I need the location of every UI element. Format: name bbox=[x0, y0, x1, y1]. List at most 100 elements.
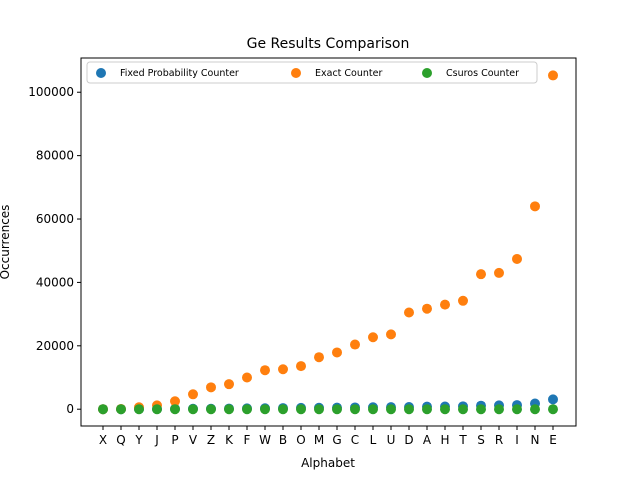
x-tick-label: A bbox=[423, 433, 432, 447]
x-tick-label: P bbox=[171, 433, 178, 447]
y-tick-label: 80000 bbox=[36, 149, 74, 163]
data-point bbox=[404, 307, 414, 318]
x-tick-label: G bbox=[332, 433, 341, 447]
legend-item: Fixed Probability Counter bbox=[96, 68, 239, 79]
data-point bbox=[350, 339, 360, 350]
chart-title: Ge Results Comparison bbox=[247, 36, 410, 52]
data-point bbox=[332, 347, 342, 358]
data-point bbox=[278, 364, 288, 375]
y-tick-label: 20000 bbox=[36, 339, 74, 353]
data-point bbox=[314, 352, 324, 363]
series-2 bbox=[98, 404, 558, 415]
y-tick-label: 40000 bbox=[36, 275, 74, 289]
legend-box bbox=[86, 61, 538, 84]
plot-frame bbox=[80, 57, 577, 427]
data-point bbox=[134, 404, 144, 415]
data-point bbox=[296, 404, 306, 415]
x-tick-label: J bbox=[154, 433, 159, 447]
x-tick-label: D bbox=[404, 433, 413, 447]
legend-label: Fixed Probability Counter bbox=[120, 68, 239, 79]
x-tick-label: S bbox=[477, 433, 485, 447]
x-tick-label: N bbox=[531, 433, 540, 447]
data-point bbox=[152, 404, 162, 415]
data-point bbox=[422, 404, 432, 415]
data-point bbox=[386, 329, 396, 340]
data-point bbox=[368, 404, 378, 415]
data-point bbox=[548, 394, 558, 405]
x-tick-label: U bbox=[387, 433, 396, 447]
y-tick-label: 100000 bbox=[28, 85, 74, 99]
x-tick-label: W bbox=[259, 433, 271, 447]
legend-label: Csuros Counter bbox=[446, 68, 519, 79]
x-tick-label: C bbox=[351, 433, 359, 447]
x-tick-label: E bbox=[549, 433, 557, 447]
data-point bbox=[206, 404, 216, 415]
legend-item: Csuros Counter bbox=[422, 68, 519, 79]
x-tick-label: K bbox=[225, 433, 234, 447]
y-tick-label: 0 bbox=[66, 402, 74, 416]
data-point bbox=[548, 404, 558, 415]
data-point bbox=[170, 404, 180, 415]
data-point bbox=[260, 404, 270, 415]
data-point bbox=[314, 404, 324, 415]
data-point bbox=[224, 404, 234, 415]
data-point bbox=[548, 70, 558, 81]
x-tick-label: X bbox=[99, 433, 107, 447]
x-axis-label: Alphabet bbox=[301, 456, 355, 470]
data-point bbox=[530, 404, 540, 415]
data-point bbox=[494, 267, 504, 278]
data-point bbox=[512, 253, 522, 264]
x-tick-label: B bbox=[279, 433, 287, 447]
data-point bbox=[206, 382, 216, 393]
legend-marker bbox=[422, 68, 432, 78]
data-point bbox=[476, 404, 486, 415]
data-marks bbox=[98, 70, 558, 415]
legend-label: Exact Counter bbox=[315, 68, 382, 79]
data-point bbox=[476, 269, 486, 280]
data-point bbox=[98, 404, 108, 415]
x-tick-label: R bbox=[495, 433, 503, 447]
x-tick-label: Z bbox=[207, 433, 215, 447]
x-tick-label: Q bbox=[116, 433, 125, 447]
data-point bbox=[458, 295, 468, 306]
data-point bbox=[188, 389, 198, 400]
data-point bbox=[260, 365, 270, 376]
data-point bbox=[170, 396, 180, 407]
data-point bbox=[116, 404, 126, 415]
data-point bbox=[422, 303, 432, 314]
x-tick-label: Y bbox=[134, 433, 143, 447]
data-point bbox=[530, 201, 540, 212]
x-tick-label: H bbox=[440, 433, 449, 447]
data-point bbox=[188, 404, 198, 415]
x-tick-label: M bbox=[314, 433, 324, 447]
data-point bbox=[458, 404, 468, 415]
legend-marker bbox=[96, 68, 106, 78]
data-point bbox=[332, 404, 342, 415]
data-point bbox=[224, 379, 234, 390]
y-axis-label: Occurrences bbox=[0, 205, 12, 280]
legend-marker bbox=[291, 68, 301, 78]
data-point bbox=[404, 404, 414, 415]
axes: X Q Y J P V Z K F W B O M G C L U D A H T S R I N E 0 20000 40000 600… bbox=[28, 85, 557, 447]
data-point bbox=[242, 404, 252, 415]
legend: Fixed Probability Counter Exact Counter Cs… bbox=[86, 61, 538, 84]
data-point bbox=[494, 404, 504, 415]
data-point bbox=[296, 361, 306, 372]
x-tick-label: V bbox=[189, 433, 198, 447]
legend-item: Exact Counter bbox=[291, 68, 382, 79]
data-point bbox=[512, 404, 522, 415]
x-tick-label: I bbox=[515, 433, 519, 447]
x-tick-label: T bbox=[458, 433, 467, 447]
data-point bbox=[368, 332, 378, 343]
data-point bbox=[242, 372, 252, 383]
x-tick-label: F bbox=[244, 433, 251, 447]
data-point bbox=[386, 404, 396, 415]
data-point bbox=[350, 404, 360, 415]
data-point bbox=[440, 404, 450, 415]
y-tick-label: 60000 bbox=[36, 212, 74, 226]
x-tick-label: O bbox=[296, 433, 305, 447]
x-tick-label: L bbox=[370, 433, 377, 447]
data-point bbox=[440, 299, 450, 310]
data-point bbox=[278, 404, 288, 415]
